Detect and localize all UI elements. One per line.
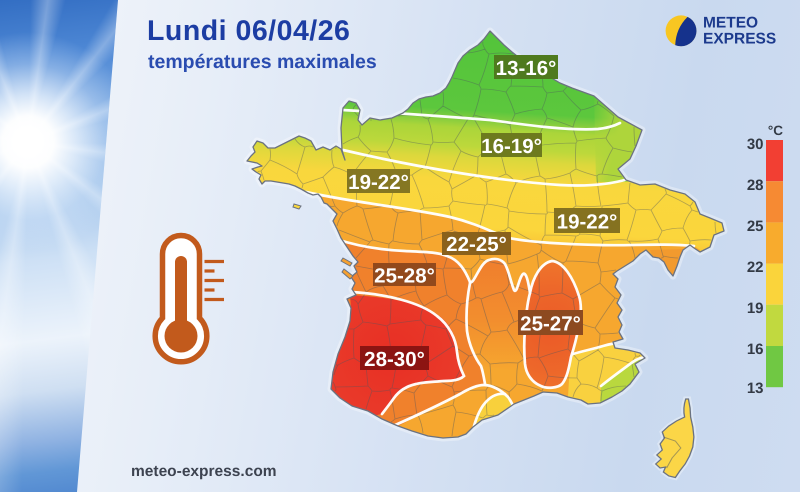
svg-text:19: 19 [747, 300, 764, 317]
svg-text:METEO: METEO [703, 15, 758, 32]
svg-text:19-22°: 19-22° [348, 171, 409, 194]
svg-text:25: 25 [747, 218, 764, 235]
svg-text:16: 16 [747, 341, 764, 358]
svg-text:EXPRESS: EXPRESS [703, 31, 776, 48]
svg-text:25-28°: 25-28° [374, 265, 435, 288]
svg-text:28-30°: 28-30° [364, 348, 425, 371]
svg-text:22: 22 [747, 259, 764, 276]
svg-text:°C: °C [768, 123, 783, 138]
svg-text:19-22°: 19-22° [557, 211, 618, 234]
svg-text:13-16°: 13-16° [496, 57, 557, 80]
svg-text:30: 30 [747, 136, 764, 153]
svg-text:22-25°: 22-25° [446, 233, 507, 256]
svg-text:13: 13 [747, 380, 764, 397]
svg-text:28: 28 [747, 177, 764, 194]
svg-text:25-27°: 25-27° [520, 313, 581, 336]
svg-text:16-19°: 16-19° [481, 135, 542, 158]
